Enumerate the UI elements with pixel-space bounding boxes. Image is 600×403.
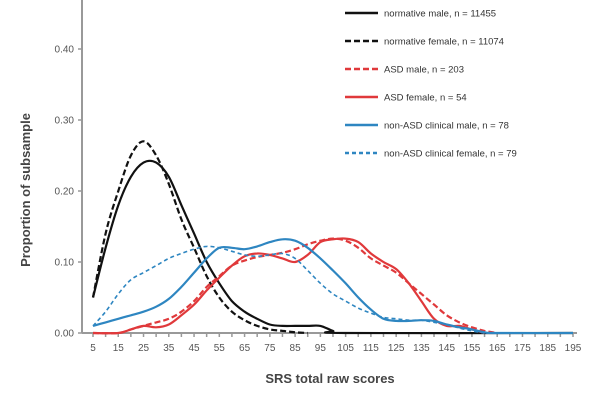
x-tick-label: 115 (363, 343, 379, 354)
y-tick-label: 0.10 (55, 258, 75, 269)
x-tick-label: 5 (90, 343, 96, 354)
x-tick-label: 75 (264, 343, 276, 354)
x-tick-label: 135 (413, 343, 430, 354)
y-axis-label: Proportion of subsample (18, 113, 33, 267)
x-tick-label: 125 (388, 343, 405, 354)
series-line-3 (92, 237, 498, 335)
legend-label-1: normative male, n = 11455 (384, 9, 496, 20)
series-line-5 (92, 238, 574, 335)
legend-label-6: non-ASD clinical female, n = 79 (384, 149, 517, 160)
x-tick-label: 195 (565, 343, 582, 354)
legend-label-2: normative female, n = 11074 (384, 37, 504, 48)
x-tick-label: 145 (438, 343, 455, 354)
x-tick-label: 15 (113, 343, 125, 354)
series-line-4 (92, 237, 485, 335)
legend-label-5: non-ASD clinical male, n = 78 (384, 121, 509, 132)
x-tick-label: 165 (489, 343, 506, 354)
x-tick-label: 65 (239, 343, 251, 354)
x-tick-label: 55 (214, 343, 226, 354)
x-tick-label: 95 (315, 343, 327, 354)
x-tick-label: 175 (514, 343, 531, 354)
x-axis-label: SRS total raw scores (265, 371, 394, 386)
legend-label-4: ASD female, n = 54 (384, 93, 467, 104)
y-tick-label: 0.00 (55, 329, 75, 340)
series-line-2 (91, 140, 308, 335)
y-tick-label: 0.30 (55, 116, 75, 127)
y-tick-label: 0.20 (55, 187, 75, 198)
x-tick-label: 25 (138, 343, 150, 354)
series-line-1 (91, 159, 574, 335)
y-tick-label: 0.40 (55, 45, 75, 56)
series-line-6 (92, 245, 485, 334)
x-tick-label: 185 (539, 343, 556, 354)
x-tick-label: 155 (464, 343, 481, 354)
x-tick-label: 85 (290, 343, 302, 354)
x-tick-label: 35 (163, 343, 175, 354)
legend-label-3: ASD male, n = 203 (384, 65, 464, 76)
x-tick-label: 45 (188, 343, 200, 354)
x-tick-label: 105 (337, 343, 354, 354)
